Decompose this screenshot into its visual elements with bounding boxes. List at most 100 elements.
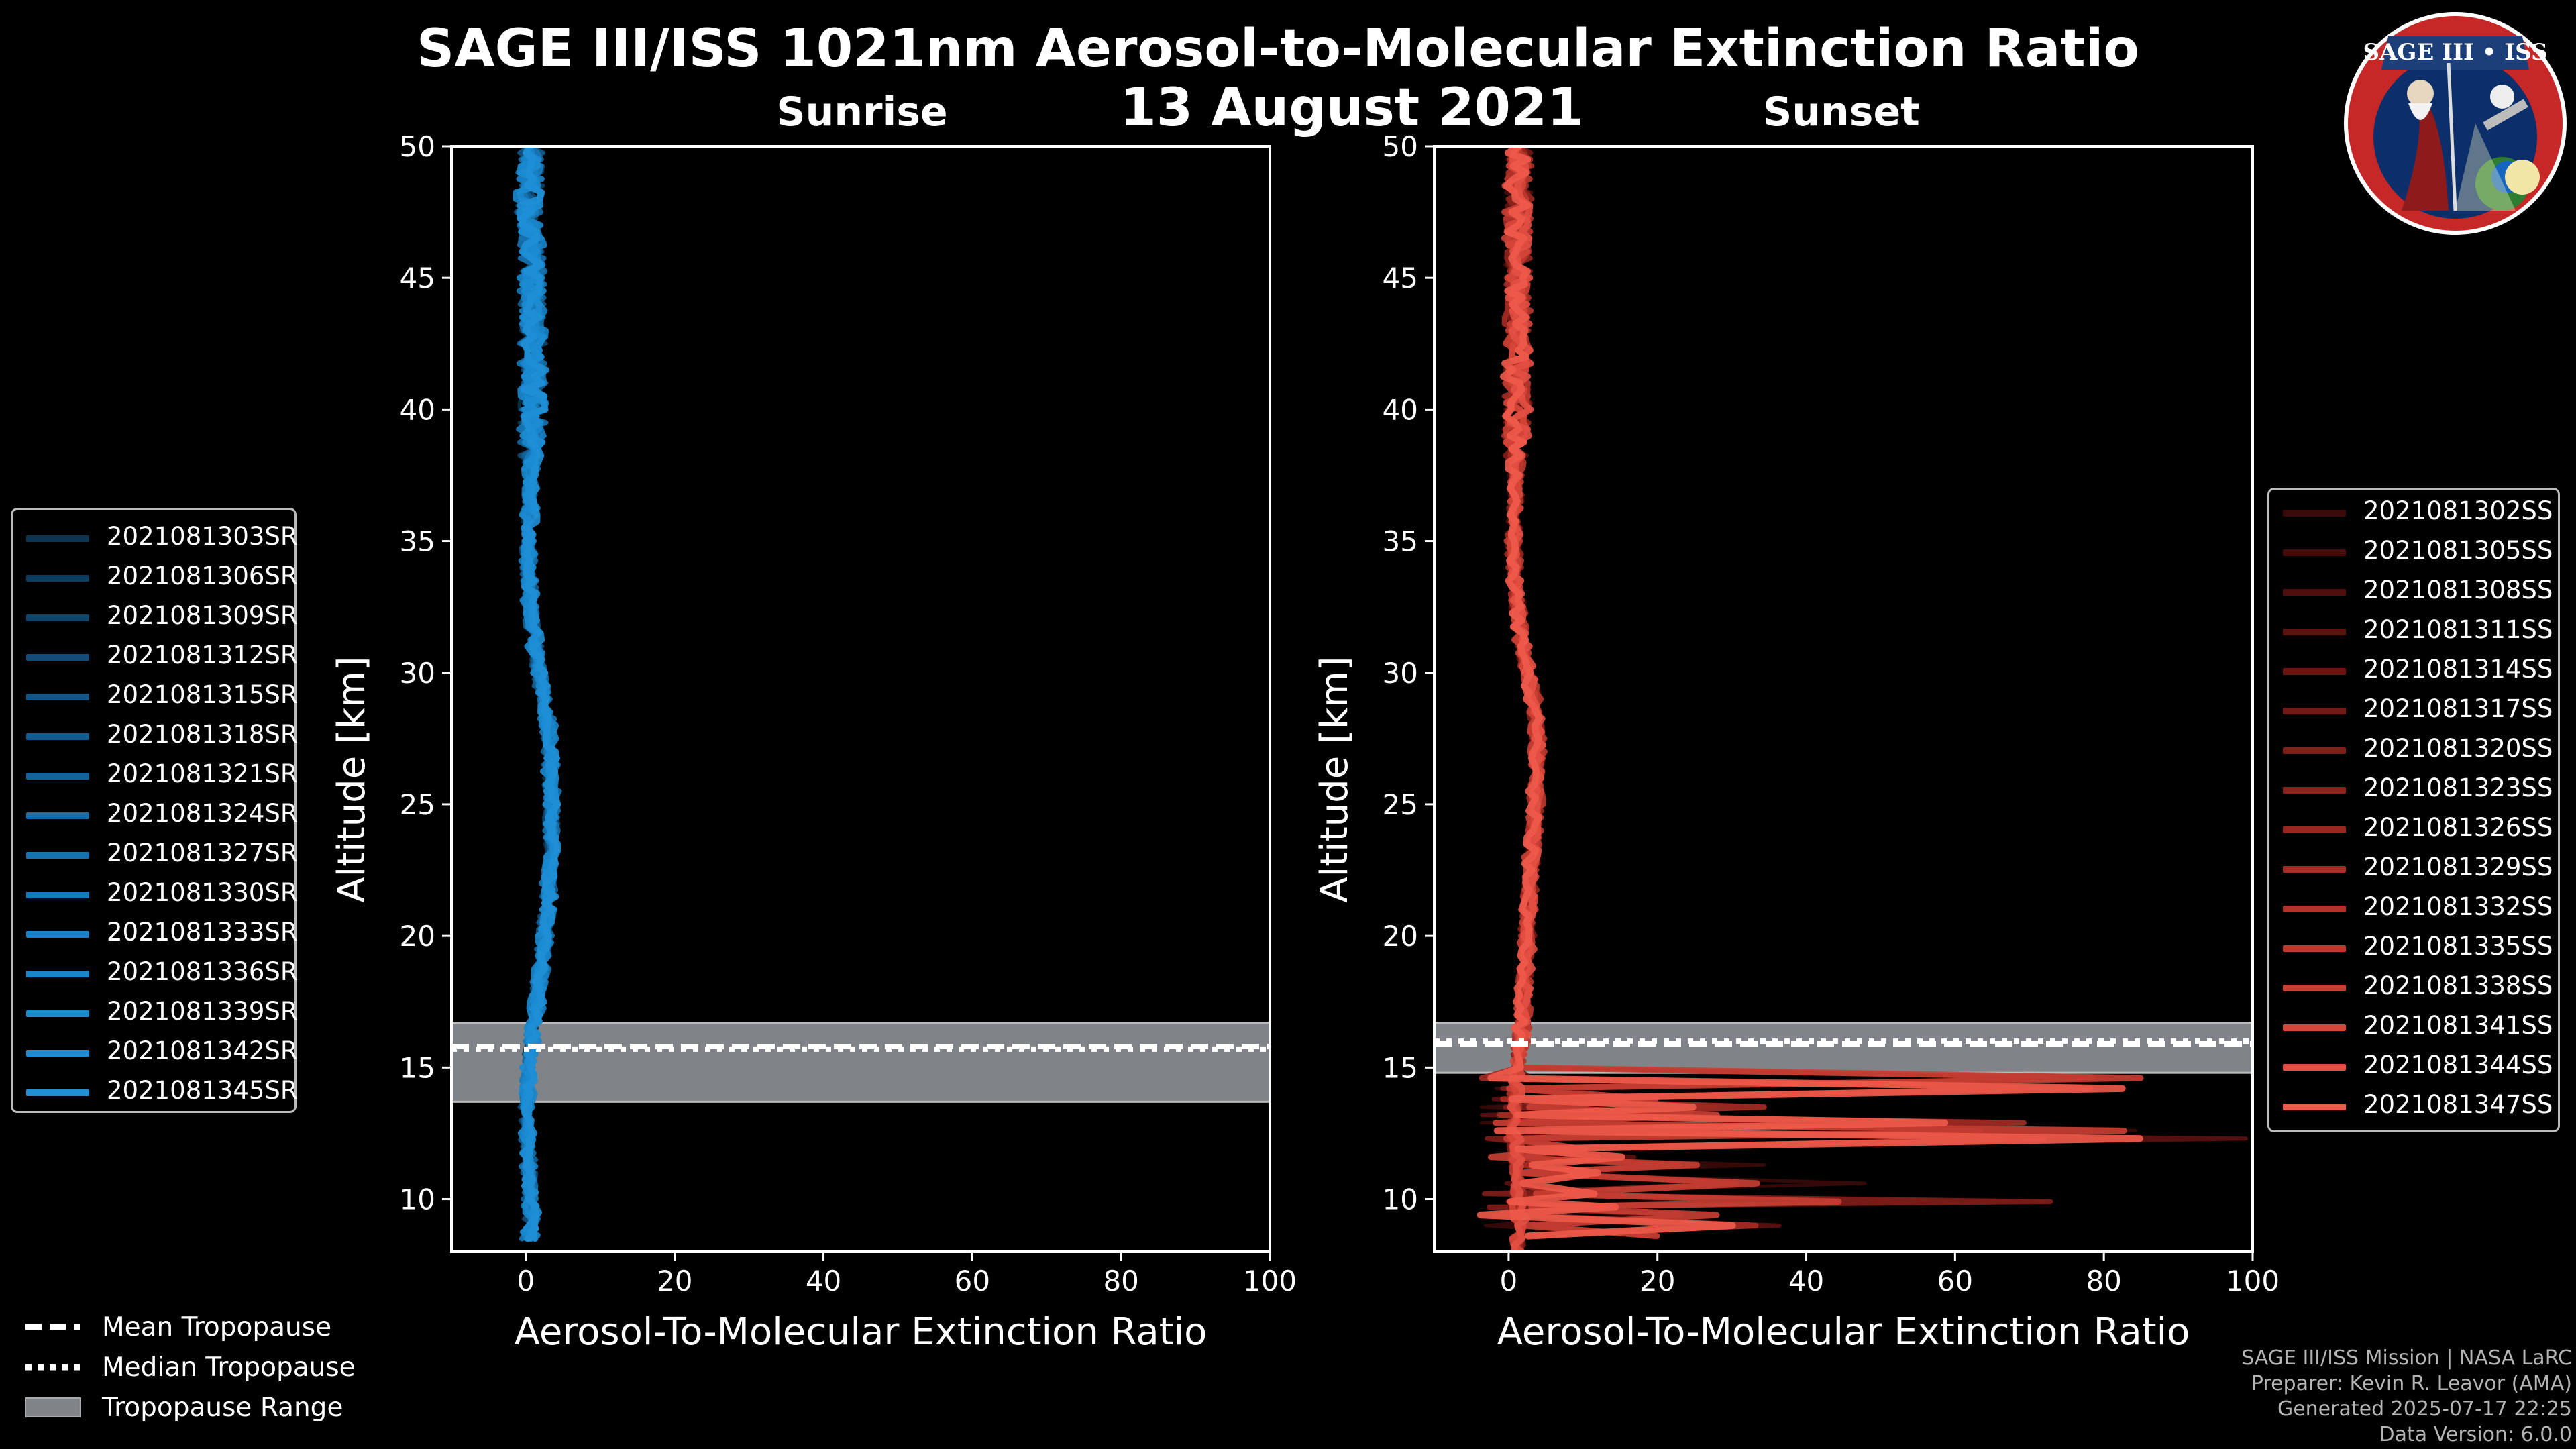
- x-tick-label: 0: [517, 1265, 535, 1297]
- sunrise-legend-item: 2021081321SR: [13, 755, 298, 795]
- legend-swatch: [2283, 708, 2346, 714]
- sunset-legend-item: 2021081347SS: [2269, 1086, 2558, 1126]
- sunrise-legend-item: 2021081324SR: [13, 795, 298, 835]
- legend-label: 2021081305SS: [2363, 536, 2553, 565]
- legend-label: 2021081327SR: [107, 839, 298, 867]
- y-axis-label: Altitude [km]: [330, 656, 374, 902]
- legend-label: 2021081326SS: [2363, 813, 2553, 842]
- y-tick-label: 40: [400, 393, 435, 426]
- legend-label: 2021081317SS: [2363, 694, 2553, 723]
- sunrise-legend: 2021081303SR 2021081306SR 2021081309SR 2021…: [11, 508, 298, 1113]
- legend-label: 2021081332SS: [2363, 892, 2553, 921]
- legend-swatch: [26, 773, 89, 780]
- sunset-legend-item: 2021081332SS: [2269, 888, 2558, 928]
- sunset-legend-item: 2021081308SS: [2269, 572, 2558, 611]
- y-tick-label: 50: [400, 130, 435, 163]
- figure-subtitle-date: 13 August 2021: [1120, 78, 1584, 138]
- sunrise-legend-item: 2021081309SR: [13, 597, 298, 637]
- legend-swatch: [26, 892, 89, 898]
- sunrise-legend-item: 2021081342SR: [13, 1032, 298, 1072]
- legend-swatch: [26, 1050, 89, 1057]
- legend-label: 2021081306SR: [107, 561, 298, 590]
- legend-swatch: [26, 1089, 89, 1096]
- legend-swatch: [26, 812, 89, 819]
- sunrise-legend-item: 2021081330SR: [13, 874, 298, 914]
- legend-swatch: [2283, 629, 2346, 635]
- sunrise-legend-item: 2021081336SR: [13, 953, 298, 993]
- sunrise-legend-item: 2021081315SR: [13, 676, 298, 716]
- axes-frame: [450, 145, 1271, 1253]
- x-tick-label: 60: [955, 1265, 990, 1297]
- legend-label: 2021081303SR: [107, 522, 298, 551]
- legend-label: 2021081320SS: [2363, 734, 2553, 763]
- sunset-legend-item: 2021081317SS: [2269, 690, 2558, 730]
- tropopause-legend: Mean Tropopause Median Tropopause Tropop…: [20, 1307, 382, 1428]
- legend-label: 2021081347SS: [2363, 1090, 2553, 1119]
- legend-label: 2021081308SS: [2363, 576, 2553, 604]
- axes-frame: [1433, 145, 2254, 1253]
- legend-label: 2021081323SS: [2363, 773, 2553, 802]
- sunset-legend-item: 2021081305SS: [2269, 532, 2558, 572]
- y-axis-label: Altitude [km]: [1313, 656, 1356, 902]
- legend-label: 2021081321SR: [107, 759, 298, 788]
- y-tick-label: 30: [400, 657, 435, 690]
- sage-iii-iss-mission-logo: SAGE III • ISS: [2341, 9, 2569, 264]
- legend-swatch: [26, 535, 89, 542]
- legend-label: 2021081315SR: [107, 680, 298, 709]
- sunset-legend-item: 2021081311SS: [2269, 611, 2558, 651]
- legend-label: 2021081312SR: [107, 641, 298, 669]
- legend-label: 2021081324SR: [107, 799, 298, 828]
- legend-swatch: [26, 575, 89, 582]
- legend-label: 2021081336SR: [107, 957, 298, 986]
- legend-swatch: [2283, 866, 2346, 873]
- x-tick-label: 40: [1788, 1265, 1824, 1297]
- sunrise-legend-item: 2021081339SR: [13, 993, 298, 1032]
- legend-swatch: [2283, 945, 2346, 952]
- tropopause-range-band: [1434, 1022, 2253, 1074]
- legend-label: 2021081333SR: [107, 918, 298, 947]
- sunset-legend-item: 2021081341SS: [2269, 1007, 2558, 1046]
- legend-swatch: [2283, 510, 2346, 517]
- y-tick-label: 40: [1383, 393, 1418, 426]
- sunset-legend-item: 2021081335SS: [2269, 928, 2558, 967]
- sunrise-legend-item: 2021081327SR: [13, 835, 298, 874]
- mean-tropopause-label: Mean Tropopause: [102, 1312, 332, 1342]
- x-tick-label: 20: [657, 1265, 692, 1297]
- x-tick-label: 20: [1640, 1265, 1675, 1297]
- legend-label: 2021081339SR: [107, 997, 298, 1026]
- sunset-legend-item: 2021081338SS: [2269, 967, 2558, 1007]
- legend-swatch: [2283, 826, 2346, 833]
- sunset-legend-item: 2021081344SS: [2269, 1046, 2558, 1086]
- sunrise-legend-item: 2021081306SR: [13, 557, 298, 597]
- y-tick-label: 10: [400, 1183, 435, 1216]
- legend-swatch: [26, 694, 89, 700]
- sunrise-panel: 0 20 40 60 80 100 10 15 20 25 30 35 40 45 50 Aerosol-To…: [330, 130, 1297, 1354]
- y-tick-label: 30: [1383, 657, 1418, 690]
- sunset-legend-item: 2021081326SS: [2269, 809, 2558, 849]
- legend-swatch: [2283, 747, 2346, 754]
- credit-preparer: Preparer: Kevin R. Leavor (AMA): [2251, 1372, 2572, 1395]
- legend-label: 2021081335SS: [2363, 932, 2553, 961]
- plot-area: [1434, 146, 2253, 1252]
- median-tropopause-legend-item: Median Tropopause: [20, 1347, 382, 1387]
- legend-swatch: [2283, 549, 2346, 556]
- sunset-panel: 0 20 40 60 80 100 10 15 20 25 30 35 40 45 50 Aerosol-To…: [1313, 130, 2279, 1354]
- legend-label: 2021081344SS: [2363, 1051, 2553, 1079]
- sunset-legend-item: 2021081329SS: [2269, 849, 2558, 888]
- profile-line: [517, 146, 561, 1242]
- sunset-legend-item: 2021081323SS: [2269, 769, 2558, 809]
- sunset-legend-item: 2021081314SS: [2269, 651, 2558, 690]
- y-tick-label: 35: [1383, 525, 1418, 558]
- sunset-panel-title: Sunset: [1763, 89, 1920, 136]
- legend-swatch: [2283, 1064, 2346, 1071]
- legend-swatch: [2283, 668, 2346, 675]
- figure-title: SAGE III/ISS 1021nm Aerosol-to-Molecular…: [417, 19, 2139, 79]
- x-tick-label: 60: [1937, 1265, 1973, 1297]
- legend-label: 2021081314SS: [2363, 655, 2553, 684]
- legend-swatch: [2283, 985, 2346, 991]
- sunset-legend-item: 2021081320SS: [2269, 730, 2558, 769]
- y-tick-label: 25: [400, 788, 435, 821]
- y-tick-label: 15: [1383, 1051, 1418, 1084]
- legend-label: 2021081341SS: [2363, 1011, 2553, 1040]
